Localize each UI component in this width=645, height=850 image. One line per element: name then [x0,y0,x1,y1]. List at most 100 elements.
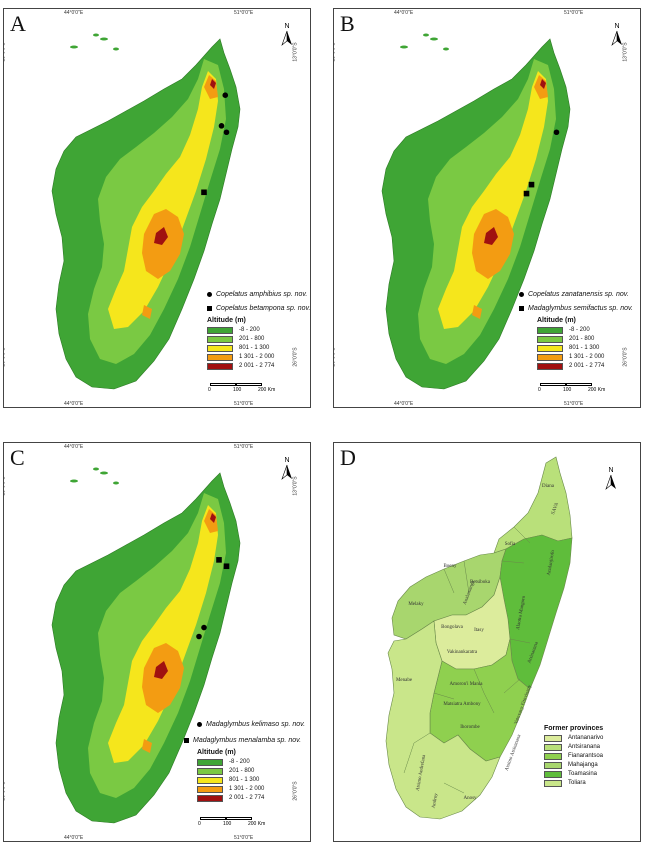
legend-swatch [544,744,562,751]
legend-swatch [544,771,562,778]
species-entry-square: Madaglymbus semifactus sp. nov. [519,305,633,312]
north-arrow-icon: N [280,457,294,482]
region-label: Amoron'i Mania [450,682,484,687]
region-boundary [509,638,531,644]
legend-swatch [537,336,563,343]
species-name: Madaglymbus menalamba sp. nov. [193,737,302,744]
islet [113,481,119,485]
legend-label: Toliara [568,780,586,786]
region-label: Anosy [463,796,477,801]
legend-label: Toamasina [568,771,598,777]
region-boundary [433,692,455,700]
legend-label: -8 - 200 [229,759,250,765]
legend-label: -8 - 200 [569,327,590,333]
legend-row: 1 301 - 2 000 [537,353,604,362]
legend-swatch [537,327,563,334]
lat-label-south: 26°0'0"S [3,347,7,367]
lon-label-east-bottom: 51°0'0"E [564,401,584,407]
legend-row: 1 301 - 2 000 [207,353,274,362]
region-label: SAVA [551,502,560,516]
legend-swatch [544,753,562,760]
legend-swatch [207,336,233,343]
region-label: Matsiatra Ambony [443,702,481,707]
circle-marker [218,123,225,129]
legend-swatch [537,363,563,370]
legend-row: 1 301 - 2 000 [197,785,264,794]
scale-tick-label: 0 [198,821,201,827]
legend-swatch [537,354,563,361]
panel-letter: A [10,11,26,36]
legend-swatch [544,735,562,742]
altitude-legend-title: Altitude (m) [207,317,246,324]
species-name: Copelatus betampona sp. nov. [216,305,311,312]
region-label: Itasy [474,628,484,633]
legend-swatch [544,780,562,787]
circle-marker-icon [519,291,524,297]
panel-letter: C [10,445,25,470]
islet [430,37,438,41]
region-label: Bongolava [441,625,463,630]
circle-marker [196,633,202,640]
species-name: Copelatus amphibius sp. nov. [216,291,308,298]
lat-label-south-right: 26°0'0"S [622,347,629,367]
lat-label-south-right: 26°0'0"S [292,781,299,801]
legend-row: Toliara [544,779,603,788]
square-marker [223,563,230,570]
legend-row: 2 001 - 2 774 [197,794,264,803]
legend-swatch [207,327,233,334]
legend-row: 801 - 1 300 [197,776,264,785]
north-label: N [284,23,290,30]
legend-swatch [544,762,562,769]
lat-label-south-right: 26°0'0"S [292,347,299,367]
scale-tick-label: 100 [223,821,232,827]
legend-label: 801 - 1 300 [239,345,270,351]
north-label: N [614,23,620,30]
legend-row: Mahajanga [544,761,603,770]
map-panel-c: C N 44°0'0"E 51°0'0"E 44°0'0"E 51°0'0"E … [3,442,311,842]
region-label: Atsimo Andrefana [416,754,427,792]
circle-marker [222,92,229,99]
lon-label-west-bottom: 44°0'0"E [64,401,84,407]
lat-label-north: 13°0'0"S [333,42,337,62]
square-marker-icon [207,305,212,311]
elevation-map [51,467,241,824]
scale-segment [226,817,252,820]
circle-marker [223,129,230,136]
legend-swatch [197,786,223,793]
elevation-band-3 [438,71,548,329]
altitude-legend-title: Altitude (m) [537,317,576,324]
region-boundary [443,782,465,794]
legend-row: 801 - 1 300 [207,344,274,353]
legend-row: Toamasina [544,770,603,779]
legend-row: Antsiranana [544,743,603,752]
elevation-band-4 [472,75,548,319]
lon-label-east: 51°0'0"E [234,444,254,450]
panel-letter: B [340,11,355,36]
islet [113,47,119,51]
north-arrow-icon: N [610,23,624,48]
circle-marker [201,624,207,631]
region-label: Betsiboka [470,580,491,585]
legend-row: Antananarivo [544,734,603,743]
legend-swatch [207,345,233,352]
legend-swatch [197,795,223,802]
islet [93,33,99,37]
legend-row: 801 - 1 300 [537,344,604,353]
scale-tick-label: 200 Km [588,387,606,393]
species-name: Madaglymbus kelimaso sp. nov. [206,721,306,728]
lat-label-north-right: 13°0'0"S [622,42,629,62]
lat-label-south: 26°0'0"S [3,781,7,801]
altitude-legend: Altitude (m) -8 - 200 201 - 800 801 - 1 300… [537,317,604,371]
islet [443,47,449,51]
legend-label: Antananarivo [568,735,604,741]
islet [423,33,429,37]
scale-tick-label: 100 [233,387,242,393]
islet [70,45,78,49]
elevation-band-4 [142,75,218,319]
species-name: Madaglymbus semifactus sp. nov. [528,305,633,312]
lon-label-west-bottom: 44°0'0"E [394,401,414,407]
region-boundary [443,568,455,594]
legend-swatch [207,354,233,361]
region-label: Vakinankaratra [447,650,478,655]
legend-label: 1 301 - 2 000 [229,786,265,792]
